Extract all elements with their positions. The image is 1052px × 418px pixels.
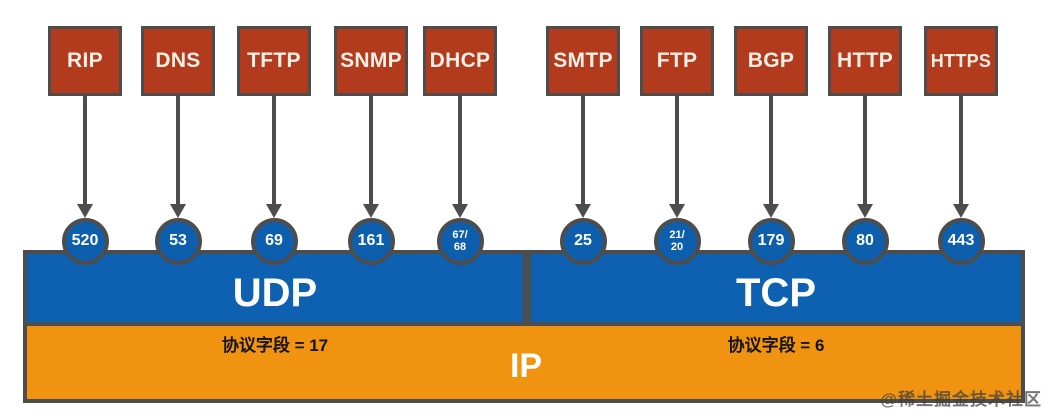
protocol-box-smtp: SMTP <box>546 26 620 96</box>
arrow-head <box>363 204 379 218</box>
arrow-shaft <box>272 96 276 204</box>
down-arrow-icon <box>334 96 408 218</box>
port-number: 69 <box>265 232 283 250</box>
protocol-column-dns: DNS 53 <box>141 26 215 265</box>
arrow-shaft <box>581 96 585 204</box>
down-arrow-icon <box>546 96 620 218</box>
arrow-head <box>266 204 282 218</box>
port-circle-bgp: 179 <box>747 218 795 265</box>
arrow-shaft <box>863 96 867 204</box>
port-circle-ftp: 21/ 20 <box>653 218 701 265</box>
protocol-column-smtp: SMTP 25 <box>546 26 620 265</box>
protocol-column-bgp: BGP 179 <box>734 26 808 265</box>
protocol-label: SNMP <box>340 49 402 72</box>
down-arrow-icon <box>141 96 215 218</box>
port-number: 161 <box>357 232 385 250</box>
tcp-protocol-field-label: 协议字段 = 6 <box>727 336 825 355</box>
protocol-box-dhcp: DHCP <box>423 26 497 96</box>
port-circle-dhcp: 67/ 68 <box>436 218 484 265</box>
port-circle-rip: 520 <box>61 218 109 265</box>
down-arrow-icon <box>924 96 998 218</box>
tcp-label: TCP <box>736 271 816 315</box>
protocol-column-http: HTTP 80 <box>828 26 902 265</box>
arrow-head <box>575 204 591 218</box>
arrow-head <box>170 204 186 218</box>
protocol-column-https: HTTPS 443 <box>924 26 998 265</box>
down-arrow-icon <box>640 96 714 218</box>
port-circle-snmp: 161 <box>347 218 395 265</box>
down-arrow-icon <box>48 96 122 218</box>
port-circle-tftp: 69 <box>250 218 298 265</box>
protocol-label: RIP <box>67 49 103 72</box>
protocol-column-ftp: FTP 21/ 20 <box>640 26 714 265</box>
protocol-label: DHCP <box>429 49 491 72</box>
protocol-box-ftp: FTP <box>640 26 714 96</box>
port-number: 53 <box>169 232 187 250</box>
arrow-head <box>77 204 93 218</box>
arrow-head <box>953 204 969 218</box>
arrow-head <box>452 204 468 218</box>
port-circle-http: 80 <box>841 218 889 265</box>
protocol-label: FTP <box>656 49 698 72</box>
udp-label: UDP <box>232 271 318 315</box>
port-circle-smtp: 25 <box>559 218 607 265</box>
protocol-label: BGP <box>747 49 795 72</box>
arrow-head <box>763 204 779 218</box>
ip-label: IP <box>509 347 543 385</box>
watermark: @稀土掘金技术社区 <box>880 390 1042 409</box>
protocol-box-bgp: BGP <box>734 26 808 96</box>
port-number: 520 <box>71 232 99 250</box>
protocol-label: SMTP <box>553 49 613 72</box>
protocol-box-snmp: SNMP <box>334 26 408 96</box>
protocol-column-rip: RIP 520 <box>48 26 122 265</box>
arrow-shaft <box>675 96 679 204</box>
arrow-shaft <box>83 96 87 204</box>
protocol-column-dhcp: DHCP 67/ 68 <box>423 26 497 265</box>
port-number: 179 <box>757 232 785 250</box>
arrow-head <box>857 204 873 218</box>
arrow-shaft <box>176 96 180 204</box>
protocol-box-http: HTTP <box>828 26 902 96</box>
port-number: 21/ 20 <box>669 228 685 253</box>
down-arrow-icon <box>828 96 902 218</box>
arrow-shaft <box>959 96 963 204</box>
port-circle-dns: 53 <box>154 218 202 265</box>
protocol-label: HTTP <box>836 49 894 72</box>
down-arrow-icon <box>237 96 311 218</box>
protocol-box-rip: RIP <box>48 26 122 96</box>
down-arrow-icon <box>423 96 497 218</box>
down-arrow-icon <box>734 96 808 218</box>
arrow-shaft <box>369 96 373 204</box>
udp-protocol-field-label: 协议字段 = 17 <box>221 336 329 355</box>
port-number: 25 <box>574 232 592 250</box>
arrow-shaft <box>458 96 462 204</box>
protocol-label: TFTP <box>247 49 301 72</box>
protocol-box-dns: DNS <box>141 26 215 96</box>
port-number: 80 <box>856 232 874 250</box>
arrow-shaft <box>769 96 773 204</box>
port-circle-https: 443 <box>937 218 985 265</box>
protocol-label: DNS <box>155 49 201 72</box>
protocol-label: HTTPS <box>930 50 992 71</box>
protocol-column-tftp: TFTP 69 <box>237 26 311 265</box>
port-number: 443 <box>947 232 975 250</box>
protocol-column-snmp: SNMP 161 <box>334 26 408 265</box>
protocol-box-https: HTTPS <box>924 26 998 96</box>
port-number: 67/ 68 <box>452 228 468 253</box>
protocol-box-tftp: TFTP <box>237 26 311 96</box>
arrow-head <box>669 204 685 218</box>
